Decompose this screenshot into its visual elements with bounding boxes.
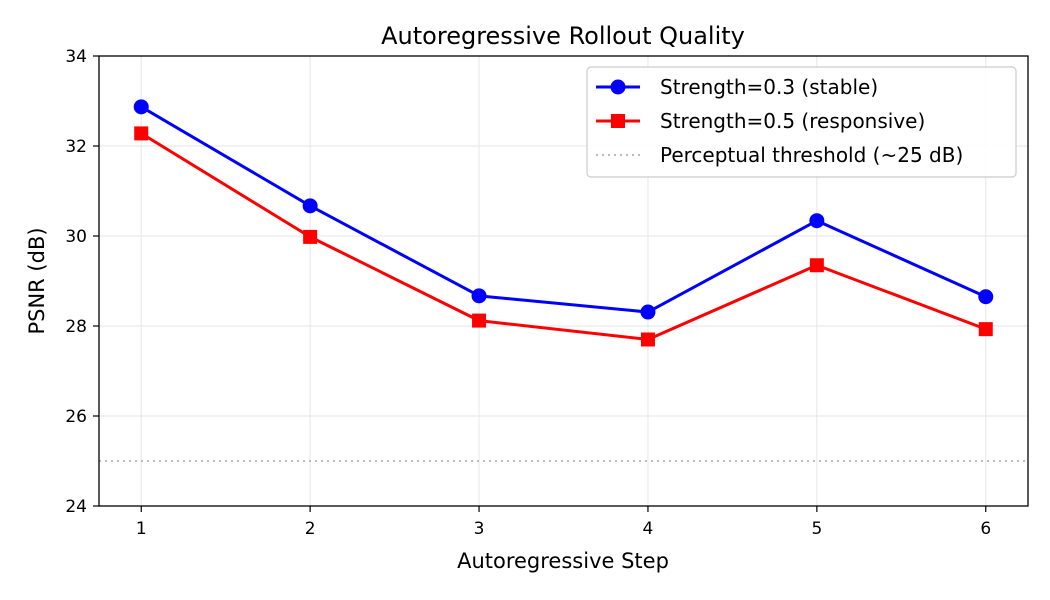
data-point xyxy=(640,304,656,320)
legend-item: Strength=0.3 (stable) xyxy=(596,75,878,99)
x-tick-label: 1 xyxy=(136,519,147,539)
plot-frame xyxy=(98,55,1029,507)
x-tick-label: 6 xyxy=(980,519,991,539)
data-point xyxy=(809,213,825,229)
data-point xyxy=(978,322,993,337)
legend-label: Strength=0.3 (stable) xyxy=(660,75,878,99)
legend: Strength=0.3 (stable) Strength=0.5 (respo… xyxy=(586,66,1017,178)
x-tick-label: 5 xyxy=(811,519,822,539)
data-point xyxy=(640,332,655,347)
legend-marker xyxy=(610,79,626,95)
data-point xyxy=(471,288,487,304)
legend-label: Strength=0.5 (responsive) xyxy=(660,109,925,133)
y-tick-label: 32 xyxy=(65,137,87,157)
y-tick-label: 34 xyxy=(65,47,87,67)
data-point xyxy=(303,229,318,244)
x-axis-label: Autoregressive Step xyxy=(457,549,669,573)
series-0 xyxy=(133,99,994,320)
series-layer xyxy=(133,99,994,347)
y-axis-label: PSNR (dB) xyxy=(25,227,49,334)
series-1 xyxy=(134,126,993,347)
series-line xyxy=(140,132,987,341)
x-tick-label: 2 xyxy=(305,519,316,539)
legend-label: Perceptual threshold (~25 dB) xyxy=(660,143,963,167)
x-tick-label: 4 xyxy=(643,519,654,539)
y-tick-label: 24 xyxy=(65,497,87,517)
legend-box xyxy=(586,66,1017,178)
chart-title: Autoregressive Rollout Quality xyxy=(381,22,745,50)
data-point xyxy=(472,313,487,328)
series-line xyxy=(140,105,987,314)
x-axis-ticks: 1 2 3 4 5 6 xyxy=(136,506,991,539)
x-tick-label: 3 xyxy=(474,519,485,539)
y-axis-ticks: 24 26 28 30 32 34 xyxy=(65,47,99,517)
legend-item: Perceptual threshold (~25 dB) xyxy=(596,143,963,167)
data-point xyxy=(302,198,318,214)
y-tick-label: 26 xyxy=(65,407,87,427)
data-point xyxy=(809,258,824,273)
legend-marker xyxy=(611,114,625,128)
legend-item: Strength=0.5 (responsive) xyxy=(596,109,925,133)
y-tick-label: 28 xyxy=(65,317,87,337)
data-point xyxy=(978,289,994,305)
data-point xyxy=(133,99,149,115)
y-tick-label: 30 xyxy=(65,227,87,247)
data-point xyxy=(134,126,149,141)
